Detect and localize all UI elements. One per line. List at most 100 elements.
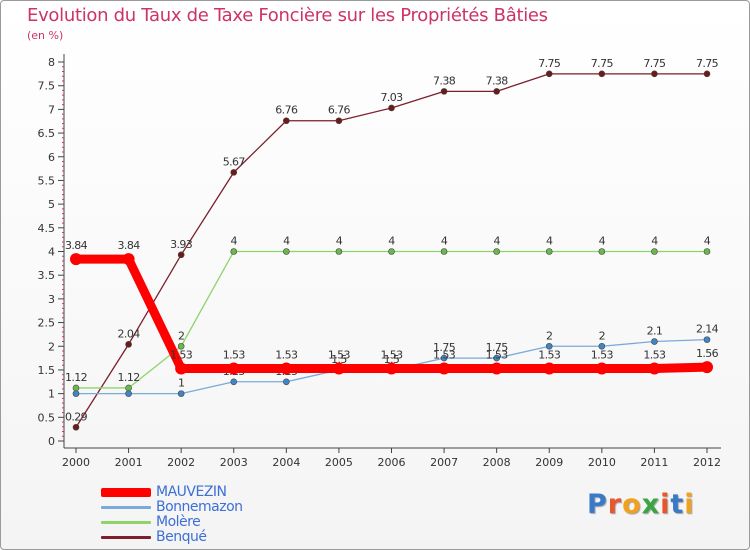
x-tick-label: 2007 [430, 456, 458, 469]
data-label-benqu-: 7.75 [696, 57, 719, 70]
y-tick-label: 7 [48, 103, 55, 116]
data-point-mauvezin [543, 362, 556, 375]
data-point-mol-re [598, 248, 606, 255]
x-tick-label: 2010 [588, 456, 616, 469]
data-label-bonnemazon: 1.5 [331, 353, 347, 366]
legend-swatch-mauvezin [101, 488, 151, 497]
data-point-mol-re [283, 248, 290, 255]
y-tick-label: 5.5 [38, 174, 56, 187]
legend-label-benqu-: Benqué [156, 529, 207, 545]
legend-swatch-bonnemazon [101, 506, 151, 509]
data-point-benqu- [598, 70, 606, 78]
data-label-mauvezin: 1.53 [486, 349, 509, 362]
data-point-benqu- [388, 104, 395, 112]
data-label-mol-re: 4 [651, 235, 658, 248]
y-tick-label: 5 [48, 198, 55, 211]
legend-label-bonnemazon: Bonnemazon [156, 499, 243, 515]
y-tick-label: 0.5 [38, 411, 56, 424]
data-label-mauvezin: 3.84 [118, 239, 141, 252]
y-tick-label: 2.5 [38, 317, 56, 330]
data-point-mol-re [703, 248, 711, 255]
logo-letter: t [670, 489, 685, 520]
logo-letter: x [641, 489, 661, 520]
y-tick-label: 4 [48, 246, 55, 259]
y-tick-label: 8 [48, 56, 55, 69]
data-point-mol-re [177, 342, 185, 350]
data-label-benqu-: 7.75 [643, 57, 666, 70]
data-point-mauvezin [648, 362, 661, 375]
data-point-benqu- [177, 251, 185, 259]
data-label-mauvezin: 1.53 [328, 349, 351, 362]
y-tick-label: 4.5 [38, 222, 56, 235]
x-tick-label: 2011 [640, 456, 668, 469]
proxiti-logo: Proxiti [587, 489, 695, 520]
data-label-benqu-: 7.03 [380, 91, 403, 104]
data-label-mol-re: 4 [441, 235, 448, 248]
y-tick-label: 3 [48, 293, 55, 306]
data-point-benqu- [703, 70, 711, 78]
x-tick-label: 2004 [272, 456, 300, 469]
x-tick-label: 2006 [378, 456, 406, 469]
data-label-mauvezin: 1.53 [380, 349, 403, 362]
data-label-benqu-: 7.38 [486, 74, 509, 87]
data-label-mauvezin: 1.53 [538, 349, 561, 362]
data-label-benqu-: 7.75 [591, 57, 614, 70]
data-label-mol-re: 4 [704, 235, 711, 248]
x-tick-label: 2012 [693, 456, 721, 469]
data-point-mauvezin [332, 362, 345, 375]
data-label-benqu-: 2.04 [118, 327, 141, 340]
data-label-benqu-: 6.76 [328, 104, 351, 117]
data-label-mol-re: 1.12 [65, 371, 87, 384]
data-point-bonnemazon [545, 342, 553, 350]
data-point-bonnemazon [493, 354, 500, 362]
data-point-mol-re [388, 248, 395, 255]
data-label-bonnemazon: 1.75 [433, 341, 456, 354]
logo-letter: o [622, 489, 642, 520]
data-point-mauvezin [70, 253, 82, 266]
data-point-mol-re [440, 248, 448, 255]
data-point-mol-re [545, 248, 553, 255]
x-tick-label: 2001 [115, 456, 143, 469]
y-tick-label: 6 [48, 151, 55, 164]
data-label-mauvezin: 1.53 [591, 349, 614, 362]
data-point-mol-re [493, 248, 500, 255]
data-label-mol-re: 4 [283, 235, 290, 248]
data-point-benqu- [651, 70, 658, 78]
data-label-mauvezin: 1.53 [170, 349, 193, 362]
data-label-benqu-: 0.29 [65, 410, 88, 423]
data-point-bonnemazon [651, 338, 658, 345]
data-point-mauvezin [595, 362, 608, 375]
y-tick-label: 7.5 [38, 80, 56, 93]
data-label-mauvezin: 1.53 [433, 349, 456, 362]
data-label-bonnemazon: 1.5 [384, 353, 400, 366]
data-label-bonnemazon: 2.1 [647, 325, 663, 338]
logo-letter: i [660, 489, 671, 520]
data-point-bonnemazon [703, 336, 711, 343]
data-point-benqu- [72, 423, 80, 431]
data-point-benqu- [283, 117, 290, 125]
x-tick-label: 2002 [167, 456, 195, 469]
legend-swatch-mol-re [101, 521, 151, 524]
data-label-benqu-: 3.93 [170, 238, 193, 251]
y-tick-label: 1 [48, 388, 55, 401]
data-label-mol-re: 4 [546, 235, 553, 248]
data-point-mauvezin [122, 253, 135, 266]
y-tick-label: 1.5 [38, 364, 56, 377]
logo-letter: i [684, 489, 695, 520]
data-point-benqu- [493, 88, 500, 95]
x-tick-label: 2009 [535, 456, 563, 469]
data-point-mol-re [335, 248, 343, 255]
data-point-mauvezin [280, 362, 293, 375]
y-tick-label: 3.5 [38, 269, 56, 282]
x-tick-label: 2008 [483, 456, 511, 469]
data-label-mol-re: 1.12 [118, 371, 140, 384]
data-label-bonnemazon: 1.75 [486, 341, 509, 354]
data-point-bonnemazon [598, 342, 606, 350]
data-label-mauvezin: 1.53 [643, 349, 666, 362]
y-tick-label: 2 [48, 340, 55, 353]
data-label-mol-re: 4 [599, 235, 606, 248]
chart-title: Evolution du Taux de Taxe Foncière sur l… [27, 5, 548, 26]
data-point-mauvezin [175, 362, 188, 375]
